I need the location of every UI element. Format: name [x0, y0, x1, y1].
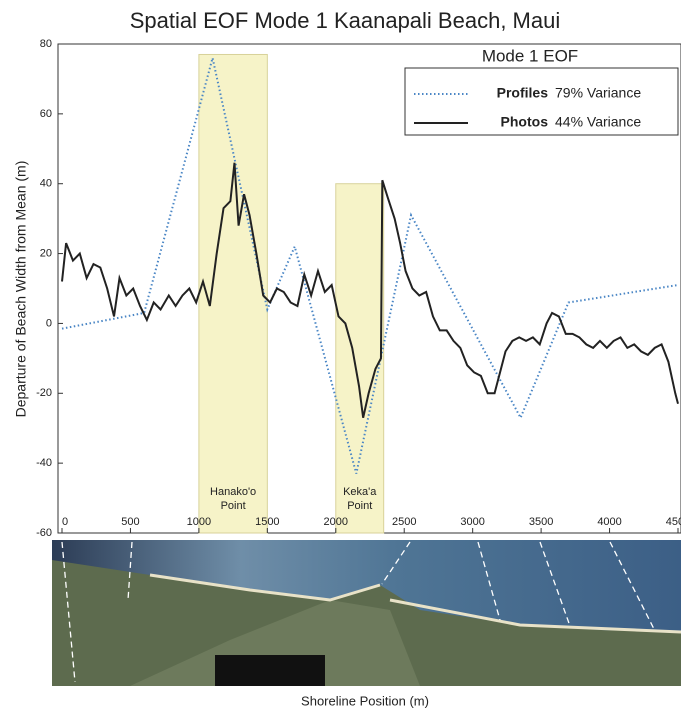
x-tick-label: 0: [62, 516, 68, 528]
x-tick-label: 500: [121, 516, 139, 528]
y-tick-label: 80: [40, 38, 52, 50]
aerial-photo: [52, 540, 681, 686]
highlight-region: [199, 54, 267, 533]
x-tick-label: 1500: [255, 516, 279, 528]
region-label: Hanako'o: [210, 486, 256, 498]
y-tick-label: -20: [36, 387, 52, 399]
legend-note: 44% Variance: [555, 114, 641, 130]
y-tick-label: 0: [46, 317, 52, 329]
y-tick-label: -40: [36, 457, 52, 469]
x-tick-label: 4000: [597, 516, 621, 528]
y-tick-label: 20: [40, 247, 52, 259]
x-axis-label: Shoreline Position (m): [301, 693, 429, 708]
region-label: Point: [347, 500, 372, 512]
legend-title: Mode 1 EOF: [482, 46, 578, 65]
x-tick-label: 2000: [324, 516, 348, 528]
region-label: Point: [221, 500, 246, 512]
x-tick-label: 3000: [460, 516, 484, 528]
legend-note: 79% Variance: [555, 85, 641, 101]
x-tick-label: 2500: [392, 516, 416, 528]
x-tick-label: 3500: [529, 516, 553, 528]
highlight-region: [336, 184, 384, 533]
chart: Spatial EOF Mode 1 Kaanapali Beach, Maui…: [0, 0, 681, 712]
y-tick-label: -60: [36, 527, 52, 539]
y-tick-label: 40: [40, 178, 52, 190]
y-axis-label: Departure of Beach Width from Mean (m): [13, 161, 29, 418]
legend-label: Profiles: [497, 85, 549, 101]
x-tick-label: 1000: [187, 516, 211, 528]
y-tick-label: 60: [40, 108, 52, 120]
legend-label: Photos: [501, 114, 549, 130]
region-label: Keka'a: [343, 486, 377, 498]
x-tick-label: 4500: [666, 516, 681, 528]
chart-title: Spatial EOF Mode 1 Kaanapali Beach, Maui: [130, 8, 560, 33]
